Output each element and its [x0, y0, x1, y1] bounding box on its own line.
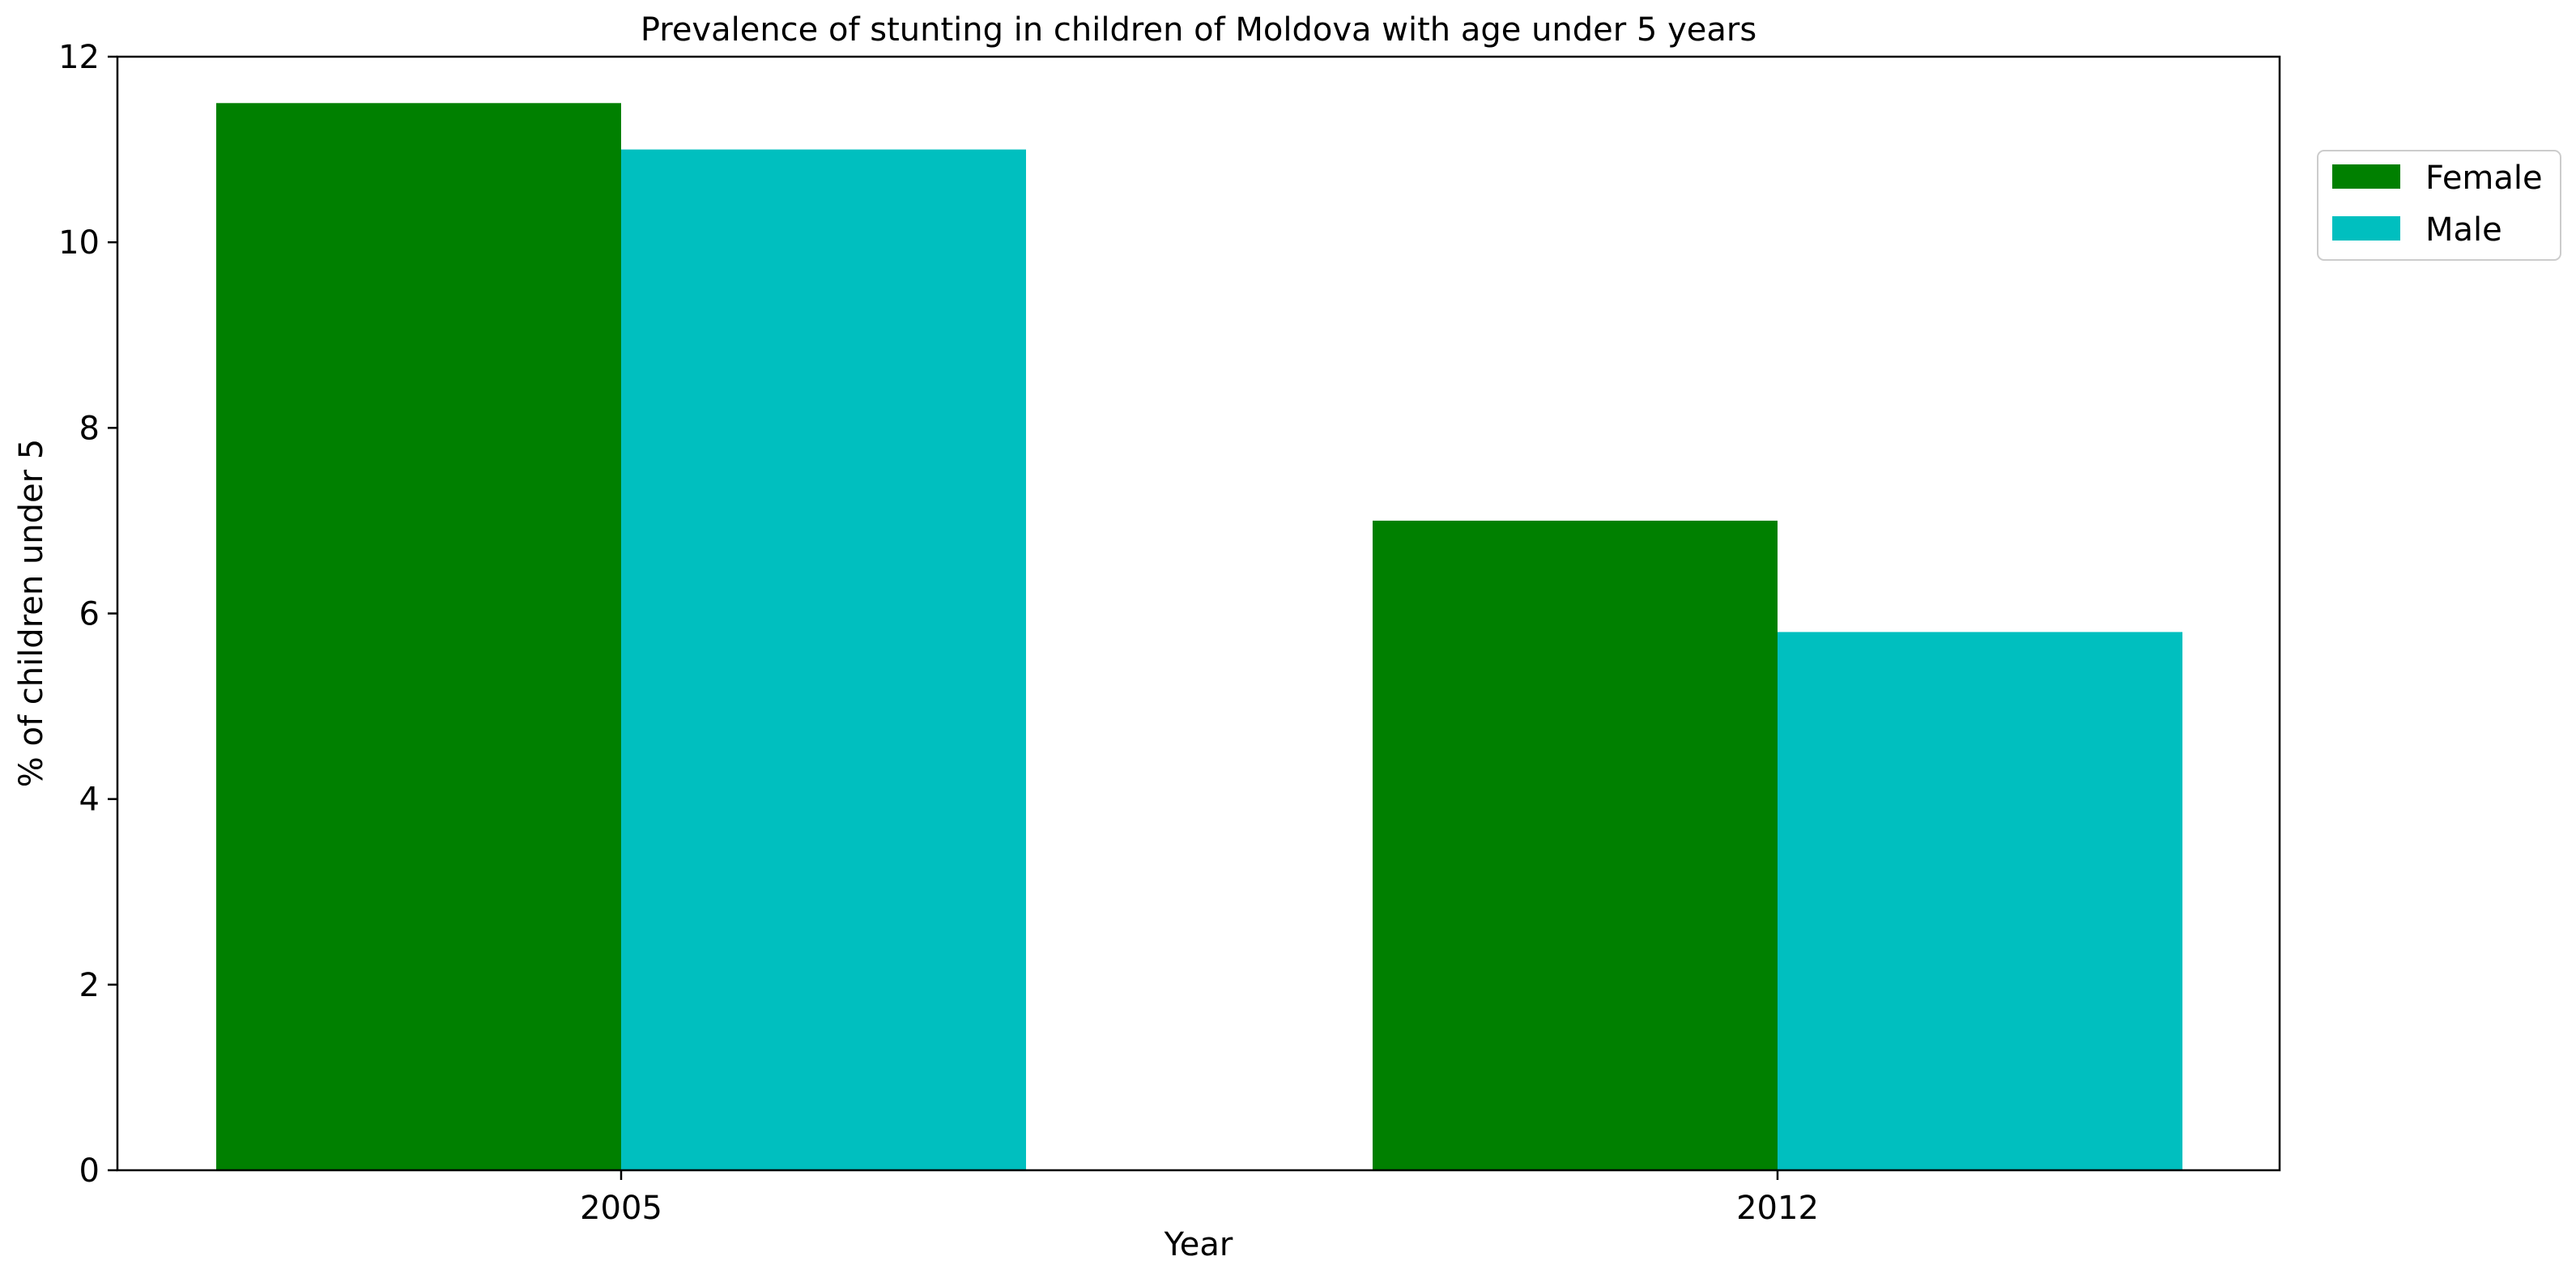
y-tick-label: 12 [58, 39, 100, 76]
bar-male-2012 [1778, 632, 2182, 1170]
bar-female-2005 [216, 103, 621, 1171]
y-tick-label: 10 [58, 224, 100, 262]
legend-swatch-male [2332, 216, 2400, 241]
y-tick-label: 2 [79, 967, 100, 1004]
y-tick-label: 8 [79, 410, 100, 447]
y-axis-label: % of children under 5 [13, 439, 50, 788]
x-tick-label: 2012 [1736, 1190, 1819, 1227]
bar-female-2012 [1373, 520, 1778, 1170]
legend-swatch-female [2332, 164, 2400, 189]
y-tick-label: 4 [79, 782, 100, 819]
y-tick-label: 0 [79, 1152, 100, 1190]
y-axis-ticks: 0 2 4 6 8 10 12 [58, 39, 117, 1190]
x-axis-label: Year [1164, 1226, 1233, 1263]
legend: Female Male [2317, 150, 2561, 261]
legend-label-male: Male [2425, 211, 2502, 249]
chart-title: Prevalence of stunting in children of Mo… [641, 11, 1756, 49]
x-axis-ticks: 2005 2012 [580, 1170, 1819, 1227]
bar-male-2005 [621, 149, 1026, 1170]
bars-layer [216, 103, 2182, 1171]
x-tick-label: 2005 [580, 1190, 662, 1227]
legend-label-female: Female [2425, 160, 2543, 197]
y-tick-label: 6 [79, 596, 100, 633]
